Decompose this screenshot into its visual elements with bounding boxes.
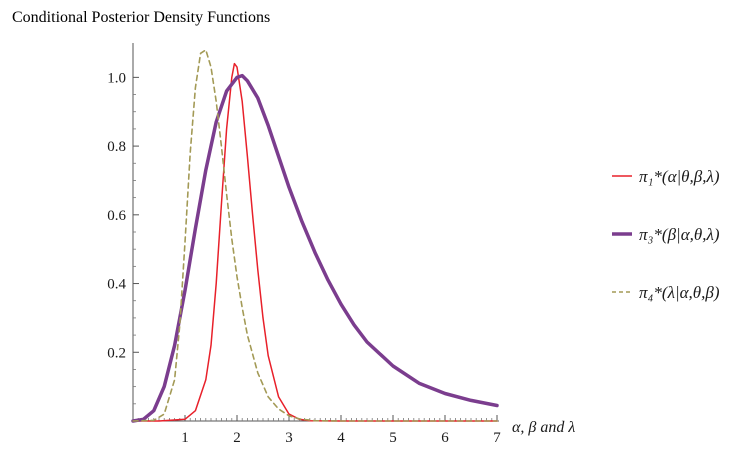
x-tick-label: 4 — [337, 430, 345, 446]
series-line-1 — [132, 62, 498, 422]
chart-title: Conditional Posterior Density Functions — [12, 9, 270, 26]
y-tick-label: 0.8 — [107, 139, 126, 155]
legend-label-2: π₃*(β|α,θ,λ) — [639, 225, 720, 244]
y-tick-label: 0.2 — [107, 345, 126, 361]
y-tick-label: 0.4 — [107, 277, 126, 293]
x-tick-label: 6 — [441, 430, 449, 446]
series-line-3 — [132, 49, 498, 422]
series-layer — [131, 49, 499, 423]
axes: 1 2 3 4 5 6 7 0.2 0.4 0.6 0.8 1.0 — [107, 43, 501, 446]
x-tick-label: 2 — [233, 430, 241, 446]
legend-label-1: π₁*(α|θ,β,λ) — [639, 167, 720, 186]
x-axis-label: α, β and λ — [512, 419, 575, 436]
legend: π₁*(α|θ,β,λ) π₃*(β|α,θ,λ) π₄*(λ|α,θ,β) — [612, 167, 720, 302]
x-tick-label: 7 — [493, 430, 501, 446]
legend-label-3: π₄*(λ|α,θ,β) — [639, 283, 720, 302]
y-tick-label: 0.6 — [107, 208, 126, 224]
series-line-2 — [131, 73, 499, 423]
y-tick-label: 1.0 — [107, 70, 126, 86]
x-tick-label: 1 — [181, 430, 189, 446]
x-tick-label: 5 — [389, 430, 397, 446]
x-tick-label: 3 — [285, 430, 293, 446]
